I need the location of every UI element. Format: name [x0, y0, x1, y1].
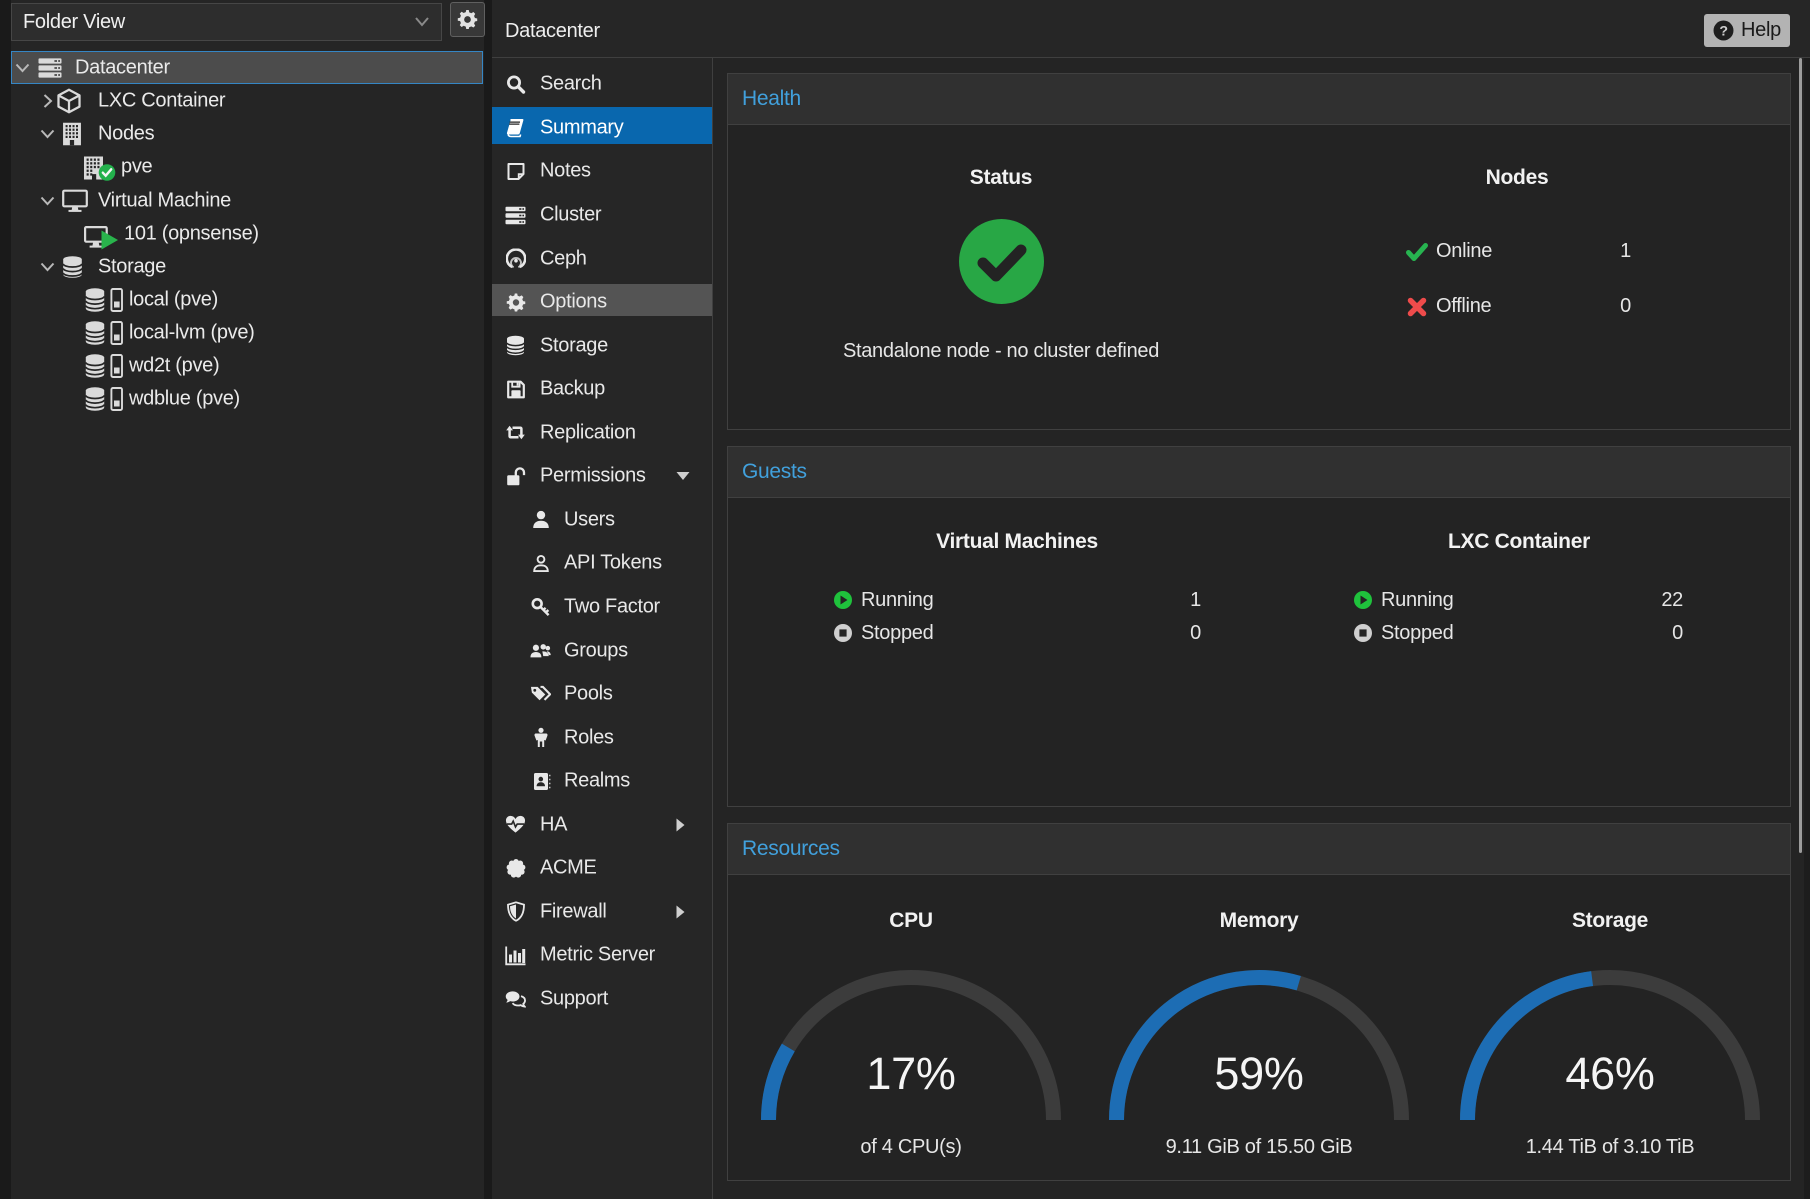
svg-text:?: ? — [1719, 24, 1727, 40]
